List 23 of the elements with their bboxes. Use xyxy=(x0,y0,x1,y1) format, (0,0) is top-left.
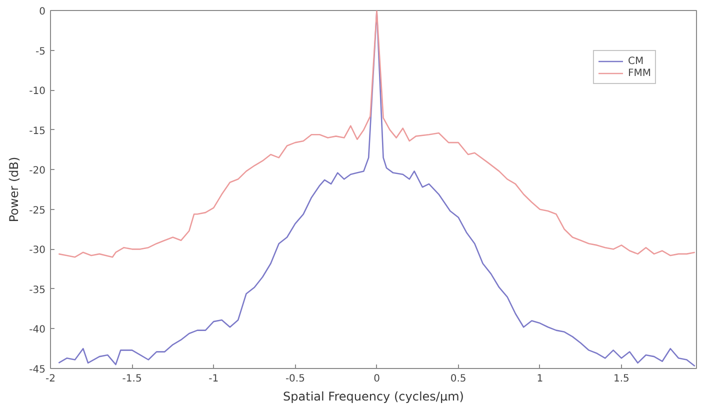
y-tick-label: -40 xyxy=(29,324,46,336)
x-tick-label: 0.5 xyxy=(450,374,466,384)
x-tick-label: 1 xyxy=(536,374,544,384)
x-tick-label: -1.5 xyxy=(122,374,142,384)
y-tick-label: -45 xyxy=(29,364,46,376)
y-tick-label: -35 xyxy=(29,284,46,296)
x-tick-label: 0 xyxy=(374,374,380,384)
x-tick-label: -1 xyxy=(208,374,219,384)
legend-label: CM xyxy=(628,55,645,67)
x-tick-label: -2 xyxy=(46,374,56,384)
y-axis-title: Power (dB) xyxy=(7,156,22,222)
x-tick-label: 1.5 xyxy=(614,374,630,384)
y-tick-label: 0 xyxy=(39,6,46,18)
line-series xyxy=(58,10,696,258)
x-axis-title: Spatial Frequency (cycles/μm) xyxy=(283,390,464,404)
y-tick-label: -25 xyxy=(29,205,46,216)
y-tick-label: -10 xyxy=(29,86,46,98)
x-tick-label: -0.5 xyxy=(285,374,305,384)
legend-label: FMM xyxy=(628,67,651,79)
y-tick-label: -20 xyxy=(29,166,46,177)
y-tick-label: -5 xyxy=(36,46,46,58)
y-tick-label: -30 xyxy=(29,245,46,256)
y-tick-label: -15 xyxy=(29,126,46,137)
